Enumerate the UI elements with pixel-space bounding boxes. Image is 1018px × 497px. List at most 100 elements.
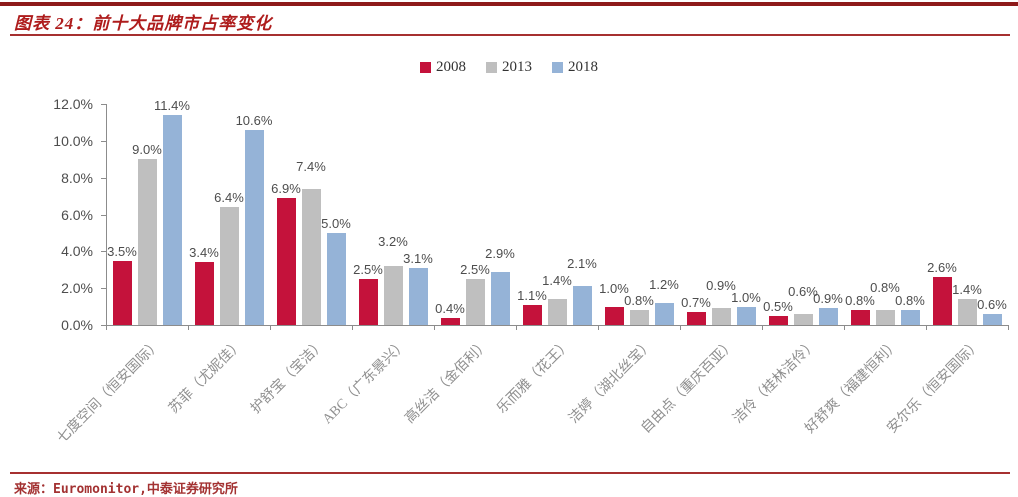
- bar-value-label: 3.2%: [378, 234, 408, 250]
- legend-swatch: [552, 62, 563, 73]
- bar-value-label: 1.4%: [542, 273, 572, 289]
- bar-value-label: 2.1%: [567, 256, 597, 272]
- legend-label: 2013: [502, 59, 532, 75]
- x-axis-line: [106, 325, 1009, 326]
- legend-swatch: [420, 62, 431, 73]
- y-tick: [101, 214, 106, 216]
- legend-label: 2018: [568, 59, 598, 75]
- bar: [604, 306, 624, 325]
- bar-value-label: 0.6%: [788, 283, 818, 299]
- bar: [465, 278, 485, 325]
- bar: [408, 267, 428, 325]
- legend-label: 2008: [436, 59, 466, 75]
- footer-rule: [10, 472, 1010, 474]
- bar-value-label: 5.0%: [321, 215, 351, 231]
- x-tick: [188, 326, 189, 330]
- bar: [572, 286, 592, 325]
- chart-title: 图表 24：前十大品牌市占率变化: [14, 14, 273, 33]
- bar-value-label: 0.6%: [977, 296, 1007, 312]
- legend-swatch: [486, 62, 497, 73]
- y-tick-label: 2.0%: [61, 280, 93, 297]
- bar: [932, 277, 952, 325]
- bar: [194, 262, 214, 325]
- bar: [900, 310, 920, 325]
- y-tick: [101, 288, 106, 290]
- bar: [736, 306, 756, 325]
- x-tick: [844, 326, 845, 330]
- bar-value-label: 1.1%: [517, 287, 547, 303]
- x-tick: [516, 326, 517, 330]
- legend-item: 2008: [420, 59, 466, 76]
- bar: [982, 313, 1002, 325]
- x-tick: [434, 326, 435, 330]
- bar: [629, 310, 649, 325]
- bar-value-label: 0.5%: [763, 298, 793, 314]
- bar-value-label: 0.9%: [706, 278, 736, 294]
- bar: [850, 310, 870, 325]
- bar: [137, 159, 157, 325]
- bar-value-label: 2.9%: [485, 245, 515, 261]
- bar: [383, 266, 403, 325]
- y-tick-label: 8.0%: [61, 169, 93, 186]
- bar: [522, 304, 542, 325]
- bar-value-label: 3.4%: [189, 245, 219, 261]
- bar-value-label: 0.9%: [813, 291, 843, 307]
- bar-value-label: 3.1%: [403, 250, 433, 266]
- bar-value-label: 3.5%: [107, 243, 137, 259]
- x-tick: [270, 326, 271, 330]
- bar-value-label: 0.7%: [681, 295, 711, 311]
- legend: 2008 2013 2018: [0, 59, 1018, 76]
- y-tick: [101, 140, 106, 142]
- bar-value-label: 0.8%: [895, 293, 925, 309]
- bar-value-label: 6.9%: [271, 180, 301, 196]
- y-axis-line: [106, 104, 107, 325]
- x-tick: [352, 326, 353, 330]
- bar-value-label: 2.5%: [353, 261, 383, 277]
- bar: [276, 197, 296, 325]
- y-tick-label: 0.0%: [61, 317, 93, 333]
- x-tick: [762, 326, 763, 330]
- bar: [547, 299, 567, 325]
- bar: [162, 115, 182, 325]
- bar-value-label: 6.4%: [214, 190, 244, 206]
- bar-value-label: 1.0%: [731, 289, 761, 305]
- y-tick-label: 6.0%: [61, 206, 93, 223]
- bar: [244, 129, 264, 325]
- top-rule: [0, 2, 1018, 6]
- x-tick: [926, 326, 927, 330]
- y-tick-label: 10.0%: [53, 132, 93, 149]
- bar-value-label: 7.4%: [296, 158, 326, 174]
- x-tick: [598, 326, 599, 330]
- legend-item: 2018: [552, 59, 598, 76]
- bar: [957, 299, 977, 325]
- legend-item: 2013: [486, 59, 532, 76]
- bar: [793, 313, 813, 325]
- x-tick: [1008, 326, 1009, 330]
- bar-value-label: 0.8%: [845, 293, 875, 309]
- bar: [301, 188, 321, 325]
- bar: [490, 271, 510, 325]
- x-tick: [680, 326, 681, 330]
- bar-value-label: 1.0%: [599, 280, 629, 296]
- bar: [686, 312, 706, 325]
- bar: [654, 302, 674, 325]
- bar-value-label: 1.4%: [952, 282, 982, 298]
- y-tick: [101, 104, 106, 105]
- y-tick-label: 12.0%: [53, 96, 93, 112]
- bar-value-label: 2.5%: [460, 261, 490, 277]
- bar: [112, 260, 132, 325]
- x-tick: [106, 326, 107, 330]
- title-underline: [10, 34, 1010, 36]
- bar: [440, 317, 460, 325]
- bar: [875, 310, 895, 325]
- bar-value-label: 10.6%: [235, 112, 273, 128]
- bar: [358, 278, 378, 325]
- y-tick: [101, 251, 106, 253]
- y-tick: [101, 325, 106, 326]
- bar-value-label: 0.4%: [435, 300, 465, 316]
- y-tick-label: 4.0%: [61, 243, 93, 260]
- bar: [219, 207, 239, 325]
- y-tick: [101, 177, 106, 179]
- bar: [768, 315, 788, 325]
